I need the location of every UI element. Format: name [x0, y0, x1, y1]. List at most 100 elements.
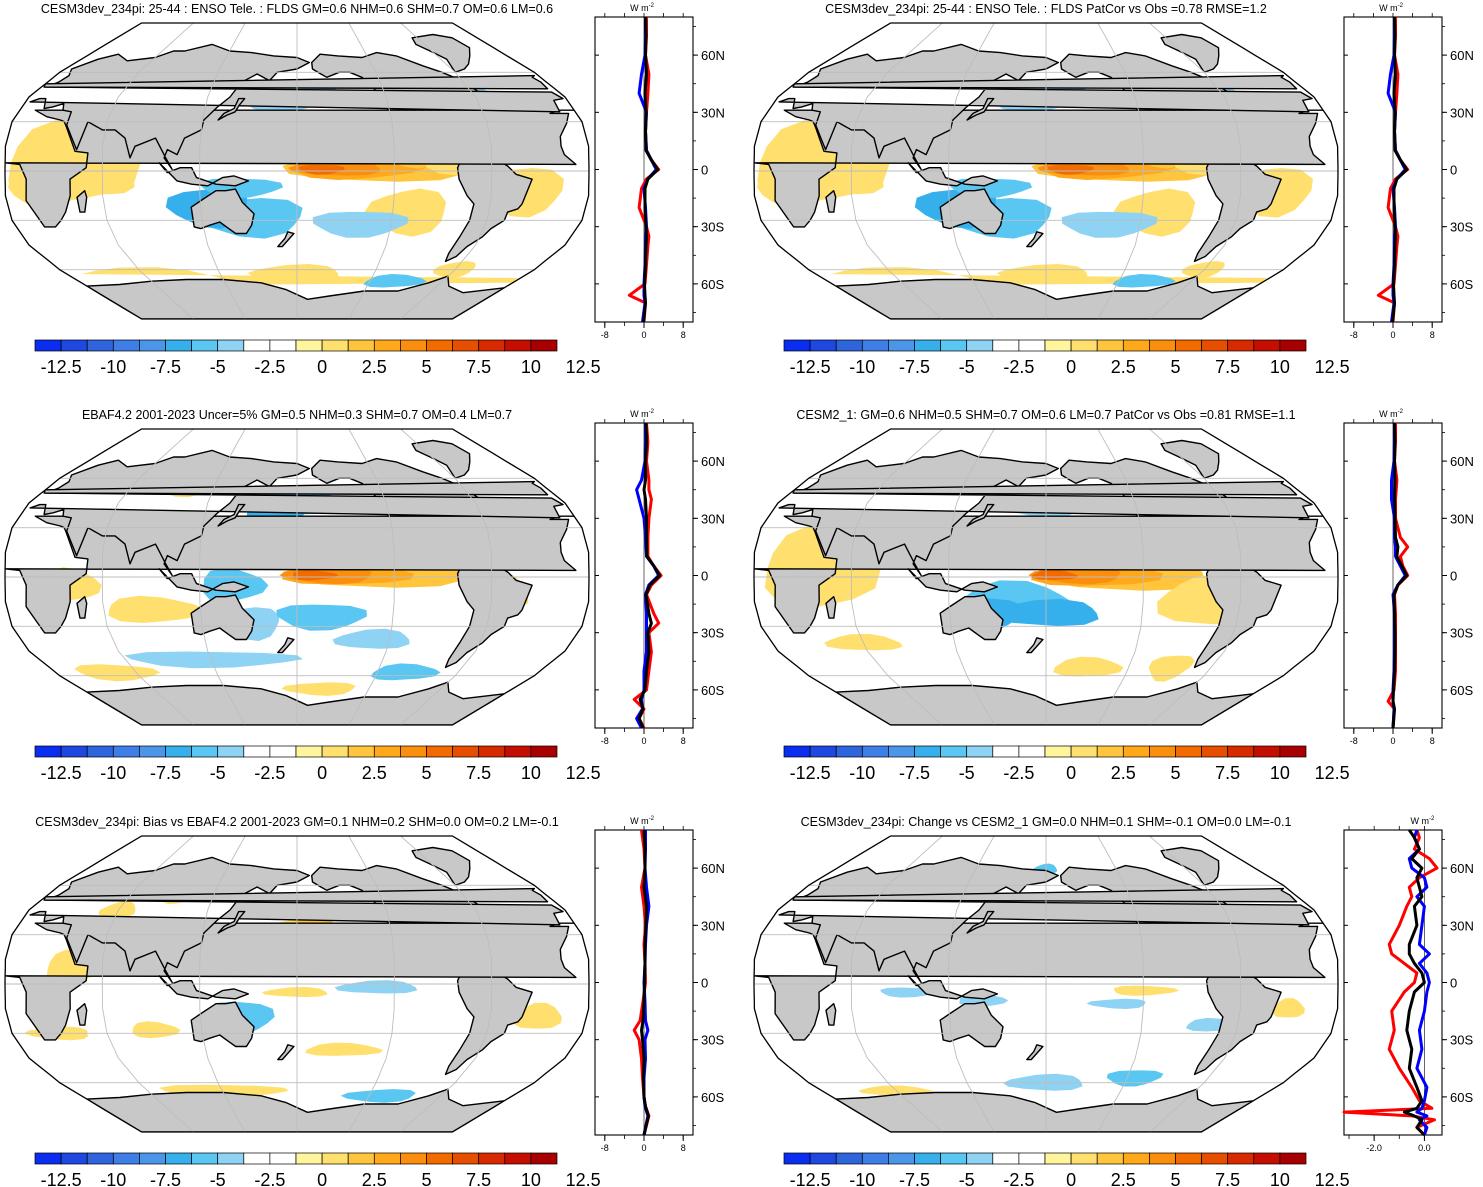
- colorbar-label: -2.5: [254, 357, 285, 377]
- land-japan: [966, 97, 995, 121]
- colorbar-label: -10: [100, 763, 126, 783]
- anomaly-shading: [276, 604, 367, 631]
- land-europe-asia: [778, 856, 1313, 984]
- colorbar-label: 12.5: [566, 1170, 601, 1187]
- colorbar-swatch: [347, 745, 375, 758]
- colorbar-swatch: [217, 1152, 245, 1165]
- longitude-line: [1097, 23, 1144, 319]
- colorbar-label: -10: [849, 763, 875, 783]
- colorbar-swatch: [295, 745, 323, 758]
- colorbar-label: 2.5: [362, 357, 387, 377]
- land-new-zealand: [277, 1044, 295, 1061]
- colorbar-swatch: [1122, 745, 1150, 758]
- colorbar-swatch: [452, 745, 480, 758]
- longitude-line: [948, 23, 995, 319]
- colorbar-swatch: [165, 339, 192, 352]
- profile-lat-label: 60S: [1450, 277, 1473, 292]
- colorbar-swatch: [34, 1152, 62, 1165]
- profile-x-label: 0: [641, 736, 646, 746]
- colorbar-label: 7.5: [466, 763, 491, 783]
- land-indonesia: [907, 975, 999, 1000]
- profile-x-label: 0: [1390, 736, 1395, 746]
- colorbar-swatch: [504, 745, 532, 758]
- land-indonesia: [907, 162, 999, 187]
- colorbar-swatch: [373, 339, 401, 352]
- colorbar-label: 5: [421, 1170, 431, 1187]
- colorbar-label: 10: [1270, 357, 1290, 377]
- map-border: [753, 428, 1339, 726]
- colorbar-swatch: [34, 339, 62, 352]
- profile-lat-label: 30S: [701, 220, 724, 235]
- colorbar-swatch: [1070, 1152, 1098, 1165]
- colorbar-swatch: [191, 1152, 219, 1165]
- colorbar-label: -12.5: [790, 763, 831, 783]
- colorbar-swatch: [966, 745, 994, 758]
- profile-units-exponent: -2: [649, 816, 655, 822]
- profile-x-label: 8: [681, 1143, 686, 1153]
- colorbar-swatch: [478, 339, 506, 352]
- colorbar-label: -7.5: [150, 357, 181, 377]
- colorbar-swatch: [1253, 339, 1281, 352]
- profile-lat-label: 0: [701, 163, 708, 178]
- profile-lat-label: 30S: [701, 626, 724, 641]
- colorbar: -12.5 -10 -7.5 -5 -2.5 0 2.5 5 7.5 10 12.5: [34, 339, 601, 377]
- colorbar-label: -7.5: [899, 357, 930, 377]
- map-fields: [754, 836, 1338, 1132]
- land-uk: [43, 887, 549, 903]
- colorbar-swatch: [1253, 745, 1281, 758]
- land-europe-asia: [29, 449, 564, 577]
- longitude-line: [850, 836, 943, 1132]
- profile-x-label: 8: [681, 736, 686, 746]
- land-australia: [939, 594, 1004, 641]
- land-greenland: [1160, 439, 1220, 479]
- land-australia: [190, 594, 255, 641]
- land-south-america: [444, 965, 533, 1076]
- anomaly-shading: [305, 1042, 383, 1056]
- world-map: [753, 428, 1339, 726]
- longitude-line: [348, 836, 395, 1132]
- profile-lat-label: 60N: [701, 48, 725, 63]
- colorbar-swatch: [1044, 339, 1072, 352]
- colorbar-swatch: [452, 339, 480, 352]
- colorbar-swatch: [888, 745, 915, 758]
- panel-title: CESM3dev_234pi: Change vs CESM2_1 GM=0.0…: [801, 815, 1292, 829]
- colorbar: -12.5 -10 -7.5 -5 -2.5 0 2.5 5 7.5 10 12.5: [34, 745, 601, 783]
- colorbar-swatch: [530, 1152, 558, 1165]
- land-indonesia: [158, 568, 250, 593]
- colorbar-swatch: [243, 745, 271, 758]
- anomaly-shading: [340, 1089, 416, 1103]
- colorbar-swatch: [1070, 745, 1098, 758]
- colorbar-swatch: [1044, 745, 1072, 758]
- anomaly-shading: [124, 651, 303, 669]
- colorbar-swatch: [139, 339, 166, 352]
- land-greenland: [411, 846, 471, 886]
- colorbar-label: -10: [100, 1170, 126, 1187]
- land-madagascar: [76, 596, 88, 619]
- colorbar-swatch: [34, 745, 62, 758]
- colorbar-swatch: [426, 1152, 453, 1165]
- profile-x-label: -8: [1350, 330, 1358, 340]
- colorbar-label: 2.5: [1111, 1170, 1136, 1187]
- panel-title: EBAF4.2 2001-2023 Uncer=5% GM=0.5 NHM=0.…: [82, 408, 512, 422]
- colorbar-swatch: [1096, 1152, 1124, 1165]
- anomaly-shading: [1086, 998, 1146, 1009]
- colorbar-swatch: [1018, 339, 1046, 352]
- colorbar-label: 12.5: [1315, 763, 1350, 783]
- land-new-zealand: [277, 231, 295, 248]
- colorbar-label: 7.5: [1215, 763, 1240, 783]
- longitude-line: [400, 429, 493, 725]
- colorbar-swatch: [992, 1152, 1020, 1165]
- colorbar-swatch: [1122, 339, 1150, 352]
- map-border: [4, 428, 590, 726]
- anomaly-shading: [1047, 164, 1094, 175]
- profile-x-label: 0: [641, 330, 646, 340]
- colorbar-swatch: [504, 1152, 532, 1165]
- land-japan: [966, 910, 995, 934]
- profile-lat-label: 30S: [1450, 1033, 1473, 1048]
- land-south-america: [1193, 152, 1282, 263]
- panel-1: CESM3dev_234pi: 25-44 : ENSO Tele. : FLD…: [4, 2, 725, 377]
- land-new-zealand: [1026, 1044, 1044, 1061]
- anomaly-shading: [132, 1021, 181, 1039]
- profile-lat-label: 60N: [1450, 454, 1474, 469]
- map-border: [753, 22, 1339, 320]
